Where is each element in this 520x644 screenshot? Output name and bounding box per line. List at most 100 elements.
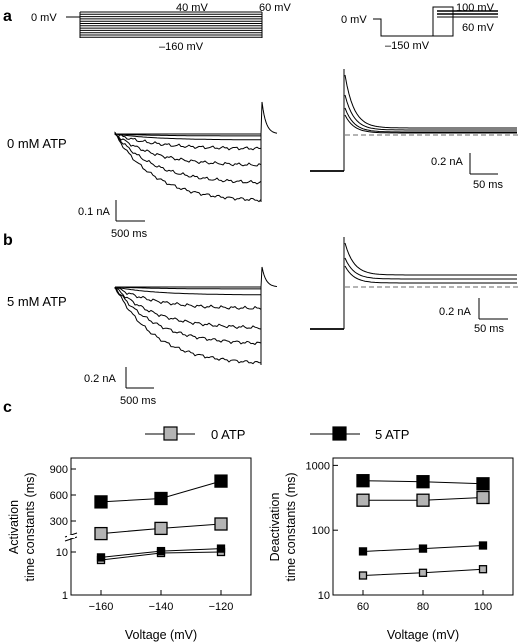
deactivation-axes: 60 80 100 10 100 1000 [306, 460, 493, 613]
x-tick-label: 60 [357, 601, 369, 613]
row-a-tail-traces [310, 69, 518, 172]
row-b-left-scale-time: 500 ms [120, 395, 157, 407]
data-point [358, 547, 368, 556]
tail-current-trace [344, 257, 517, 280]
activation-trace [114, 287, 262, 330]
row-a-right-scale-current: 0.2 nA [431, 156, 463, 168]
data-point [214, 517, 228, 531]
deactivation-ylabel-line2: time constants (ms) [284, 472, 298, 581]
deactivation-series [356, 474, 490, 580]
activation-axes: −160 −140 −120 1 10 300 600 900 [50, 464, 234, 613]
data-point [216, 544, 226, 553]
data-point [416, 475, 430, 489]
y-tick-label: 900 [50, 464, 68, 476]
protocol-right-tail-top-label: 100 mV [456, 2, 495, 14]
protocol-right-waveform [373, 6, 454, 37]
tail-current-trace [344, 94, 517, 131]
activation-trace [114, 133, 261, 141]
panel-label-c: c [3, 399, 12, 416]
legend-marker-0atp [163, 426, 178, 441]
row-a-right-scale-time: 50 ms [473, 179, 503, 191]
deactivation-ylabel-line1: Deactivation [268, 493, 282, 562]
data-point [356, 474, 370, 488]
data-point [416, 493, 430, 507]
activation-trace [114, 287, 262, 346]
data-point [478, 565, 488, 574]
deactivation-chart: 60 80 100 10 100 1000 Voltage (mV) Deactivati… [268, 457, 514, 642]
row-a-left-scale-current: 0.1 nA [78, 206, 110, 218]
activation-xlabel: Voltage (mV) [125, 628, 197, 642]
row-b-left-scalebar: 0.2 nA 500 ms [84, 367, 157, 407]
x-tick-label: 100 [474, 601, 492, 613]
row-b-activation-traces [114, 266, 278, 365]
legend-item-5atp: 5 ATP [310, 426, 409, 442]
legend-label-0atp: 0 ATP [211, 427, 245, 442]
protocol-left-step-top-label: 40 mV [176, 2, 208, 14]
activation-trace [114, 133, 261, 137]
activation-ylabel-line1: Activation [7, 500, 21, 554]
legend-item-0atp: 0 ATP [145, 426, 245, 442]
tail-current-trace [344, 74, 517, 129]
row-b-left-scale-current: 0.2 nA [84, 373, 116, 385]
protocol-left-step-bottom-label: –160 mV [159, 41, 204, 53]
data-point [94, 526, 108, 541]
activation-trace [114, 131, 262, 167]
protocol-right-tail-bottom-label: 60 mV [462, 22, 494, 34]
tail-current-trace [344, 242, 517, 276]
panel-label-a: a [3, 8, 12, 25]
activation-ylabel-line2: time constants (ms) [23, 472, 37, 581]
x-tick-label: −160 [89, 601, 114, 613]
row-a-left-scalebar: 0.1 nA 500 ms [78, 200, 148, 240]
activation-trace [114, 287, 262, 310]
y-tick-label: 1000 [306, 460, 330, 472]
row-b-right-scale-current: 0.2 nA [439, 306, 471, 318]
row-b-right-scalebar: 0.2 nA 50 ms [439, 298, 508, 335]
tail-spike [260, 101, 278, 135]
data-point [154, 521, 168, 536]
activation-trace [114, 133, 262, 151]
protocol-left-tail-label: 60 mV [259, 2, 291, 14]
axis-break-gap [67, 535, 75, 538]
activation-trace [114, 287, 262, 365]
activation-trace [114, 132, 262, 185]
data-point [418, 568, 428, 577]
row-b-tail-traces [310, 237, 518, 330]
row-b-condition-label: 5 mM ATP [7, 294, 67, 309]
protocol-left-holding-label: 0 mV [31, 12, 57, 24]
legend-marker-5atp [332, 426, 347, 441]
protocol-right-holding-label: 0 mV [341, 14, 367, 26]
row-a-condition-label: 0 mM ATP [7, 136, 67, 151]
row-a-activation-traces [114, 101, 278, 203]
row-a-right-scalebar: 0.2 nA 50 ms [431, 153, 503, 191]
row-b-right-scale-time: 50 ms [474, 323, 504, 335]
protocol-right-prepulse-label: –150 mV [385, 40, 430, 52]
data-point [476, 490, 490, 505]
voltage-protocol-left: 0 mV 40 mV 60 mV –160 mV [31, 2, 291, 53]
tail-current-trace [344, 114, 517, 134]
y-tick-label: 300 [50, 516, 68, 528]
tail-current-trace [344, 107, 517, 133]
activation-series [94, 474, 228, 565]
legend-label-5atp: 5 ATP [375, 427, 409, 442]
y-tick-label: 10 [56, 547, 68, 559]
y-tick-label: 10 [318, 590, 330, 602]
data-point [154, 491, 168, 506]
data-point [358, 571, 368, 580]
activation-trace [114, 286, 261, 290]
y-tick-label: 100 [312, 525, 330, 537]
tail-current-trace [344, 265, 517, 284]
activation-chart: −160 −140 −120 1 10 300 600 900 Voltage (mV) Ac… [7, 457, 252, 642]
data-point [478, 541, 488, 550]
data-point [356, 493, 370, 507]
data-point [476, 477, 490, 491]
panel-label-b: b [3, 232, 13, 249]
tail-spike [260, 266, 278, 288]
data-point [156, 546, 166, 556]
x-tick-label: −120 [209, 601, 234, 613]
data-point [96, 553, 106, 562]
data-point [214, 474, 228, 488]
activation-trace [114, 286, 261, 296]
activation-trace [114, 133, 262, 203]
data-point [418, 544, 428, 553]
